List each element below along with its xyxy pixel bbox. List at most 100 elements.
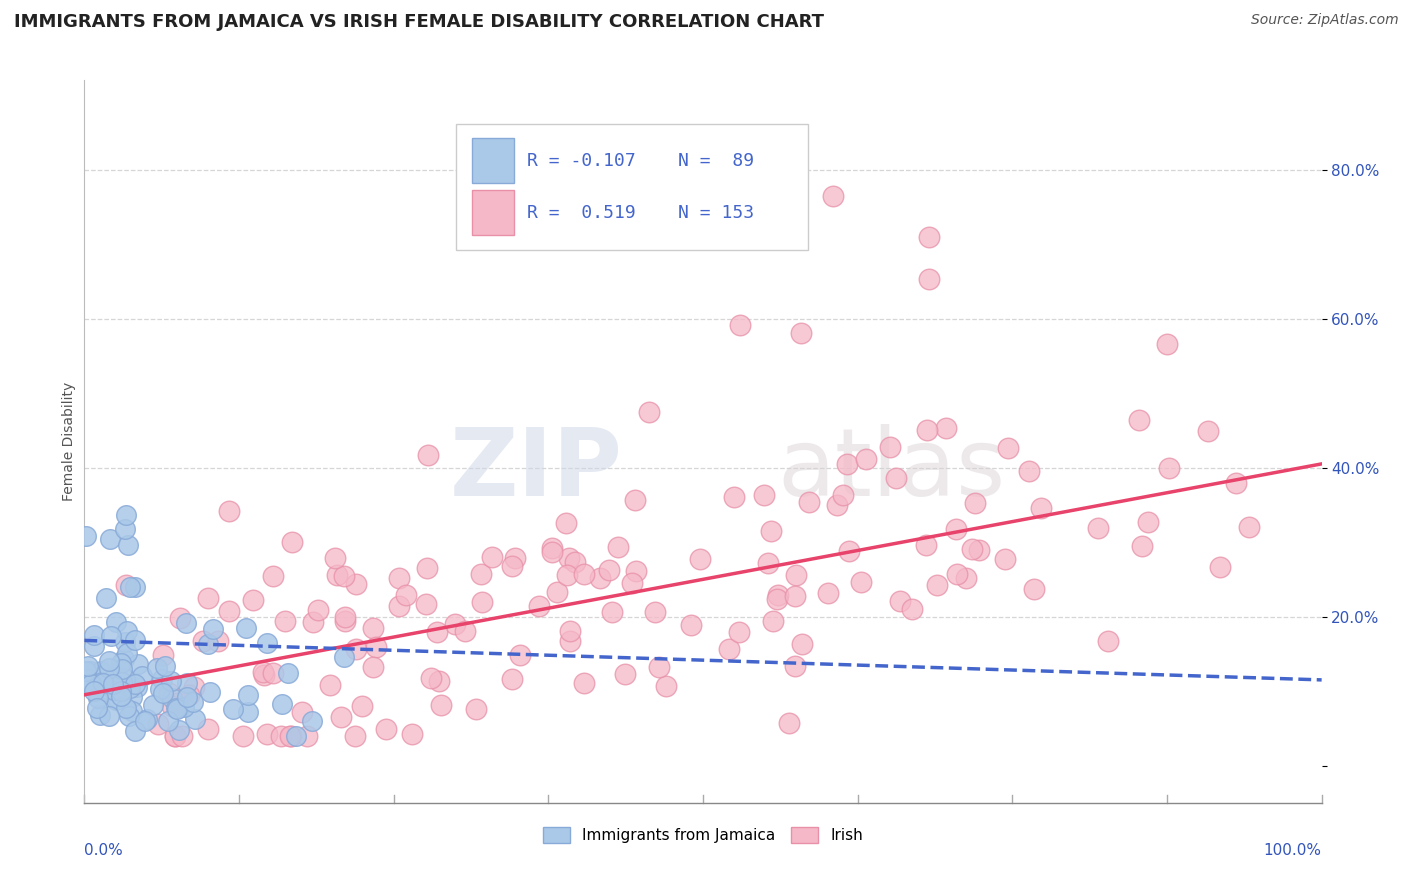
Point bbox=[766, 591, 789, 606]
Text: IMMIGRANTS FROM JAMAICA VS IRISH FEMALE DISABILITY CORRELATION CHART: IMMIGRANTS FROM JAMAICA VS IRISH FEMALE … bbox=[14, 13, 824, 31]
Point bbox=[654, 679, 676, 693]
Point bbox=[762, 615, 785, 629]
Text: R = -0.107: R = -0.107 bbox=[527, 153, 636, 170]
Point bbox=[94, 684, 117, 698]
Point bbox=[124, 580, 146, 594]
Point bbox=[778, 716, 800, 731]
Point bbox=[598, 563, 620, 577]
Point bbox=[648, 660, 671, 674]
Point bbox=[114, 672, 136, 686]
Point bbox=[75, 529, 97, 543]
Point bbox=[155, 658, 177, 673]
Point bbox=[181, 695, 204, 709]
Point bbox=[426, 625, 449, 640]
Point bbox=[430, 698, 453, 712]
Text: N = 153: N = 153 bbox=[678, 203, 755, 221]
FancyBboxPatch shape bbox=[471, 190, 513, 235]
Point bbox=[783, 659, 806, 673]
Point bbox=[222, 702, 245, 716]
Point bbox=[124, 676, 146, 690]
Point bbox=[361, 621, 384, 635]
Point bbox=[1087, 521, 1109, 535]
Point bbox=[1237, 520, 1260, 534]
Point bbox=[766, 588, 789, 602]
Point bbox=[242, 592, 264, 607]
Point bbox=[1130, 540, 1153, 554]
Point bbox=[270, 698, 292, 712]
Point bbox=[960, 541, 983, 556]
Point bbox=[101, 676, 124, 690]
Text: R =  0.519: R = 0.519 bbox=[527, 203, 636, 221]
Point bbox=[557, 550, 579, 565]
Point bbox=[252, 665, 274, 680]
Point bbox=[388, 599, 411, 613]
Point bbox=[174, 615, 197, 630]
Point bbox=[851, 574, 873, 589]
Point bbox=[111, 675, 134, 690]
Point bbox=[344, 577, 367, 591]
Point bbox=[946, 567, 969, 582]
Point bbox=[307, 602, 329, 616]
Point bbox=[917, 229, 939, 244]
Point bbox=[600, 605, 623, 619]
Point bbox=[77, 678, 100, 692]
Point bbox=[752, 487, 775, 501]
Point bbox=[560, 624, 582, 639]
Point bbox=[104, 615, 127, 629]
Point bbox=[197, 637, 219, 651]
Point bbox=[124, 633, 146, 648]
Point bbox=[301, 714, 323, 728]
Point bbox=[83, 628, 105, 642]
Point bbox=[613, 666, 636, 681]
Point bbox=[262, 666, 284, 681]
Point bbox=[160, 690, 183, 705]
Point bbox=[1128, 412, 1150, 426]
Point bbox=[103, 683, 125, 698]
Point bbox=[325, 568, 347, 582]
Point bbox=[235, 621, 257, 635]
Point bbox=[509, 648, 531, 662]
Point bbox=[329, 710, 352, 724]
Point bbox=[177, 689, 200, 703]
Point bbox=[453, 624, 475, 639]
Point bbox=[118, 580, 141, 594]
Point bbox=[541, 545, 564, 559]
Point bbox=[89, 707, 111, 722]
Point bbox=[361, 660, 384, 674]
Point bbox=[527, 599, 550, 613]
Point bbox=[184, 712, 207, 726]
Point bbox=[918, 272, 941, 286]
Point bbox=[295, 729, 318, 743]
Point bbox=[352, 698, 374, 713]
Point bbox=[1029, 500, 1052, 515]
Point bbox=[323, 551, 346, 566]
Point bbox=[343, 729, 366, 743]
Point bbox=[564, 555, 586, 569]
Point bbox=[333, 609, 356, 624]
Point bbox=[127, 657, 149, 672]
Point bbox=[374, 723, 396, 737]
Point bbox=[77, 659, 100, 673]
Point bbox=[131, 669, 153, 683]
Point bbox=[159, 674, 181, 689]
Point bbox=[1022, 582, 1045, 596]
Point bbox=[176, 676, 198, 690]
Point bbox=[554, 516, 576, 530]
Point bbox=[197, 723, 219, 737]
Point bbox=[481, 549, 503, 564]
Point bbox=[87, 691, 110, 706]
Point bbox=[759, 524, 782, 538]
Point bbox=[114, 634, 136, 648]
Point bbox=[717, 642, 740, 657]
Point bbox=[120, 681, 142, 695]
Point bbox=[785, 568, 807, 582]
Point bbox=[274, 614, 297, 628]
Point bbox=[167, 696, 190, 710]
Y-axis label: Female Disability: Female Disability bbox=[62, 382, 76, 501]
Point bbox=[955, 572, 977, 586]
Point bbox=[218, 503, 240, 517]
Point bbox=[79, 673, 101, 687]
Text: N =  89: N = 89 bbox=[678, 153, 755, 170]
Point bbox=[838, 544, 860, 558]
Point bbox=[157, 685, 180, 699]
